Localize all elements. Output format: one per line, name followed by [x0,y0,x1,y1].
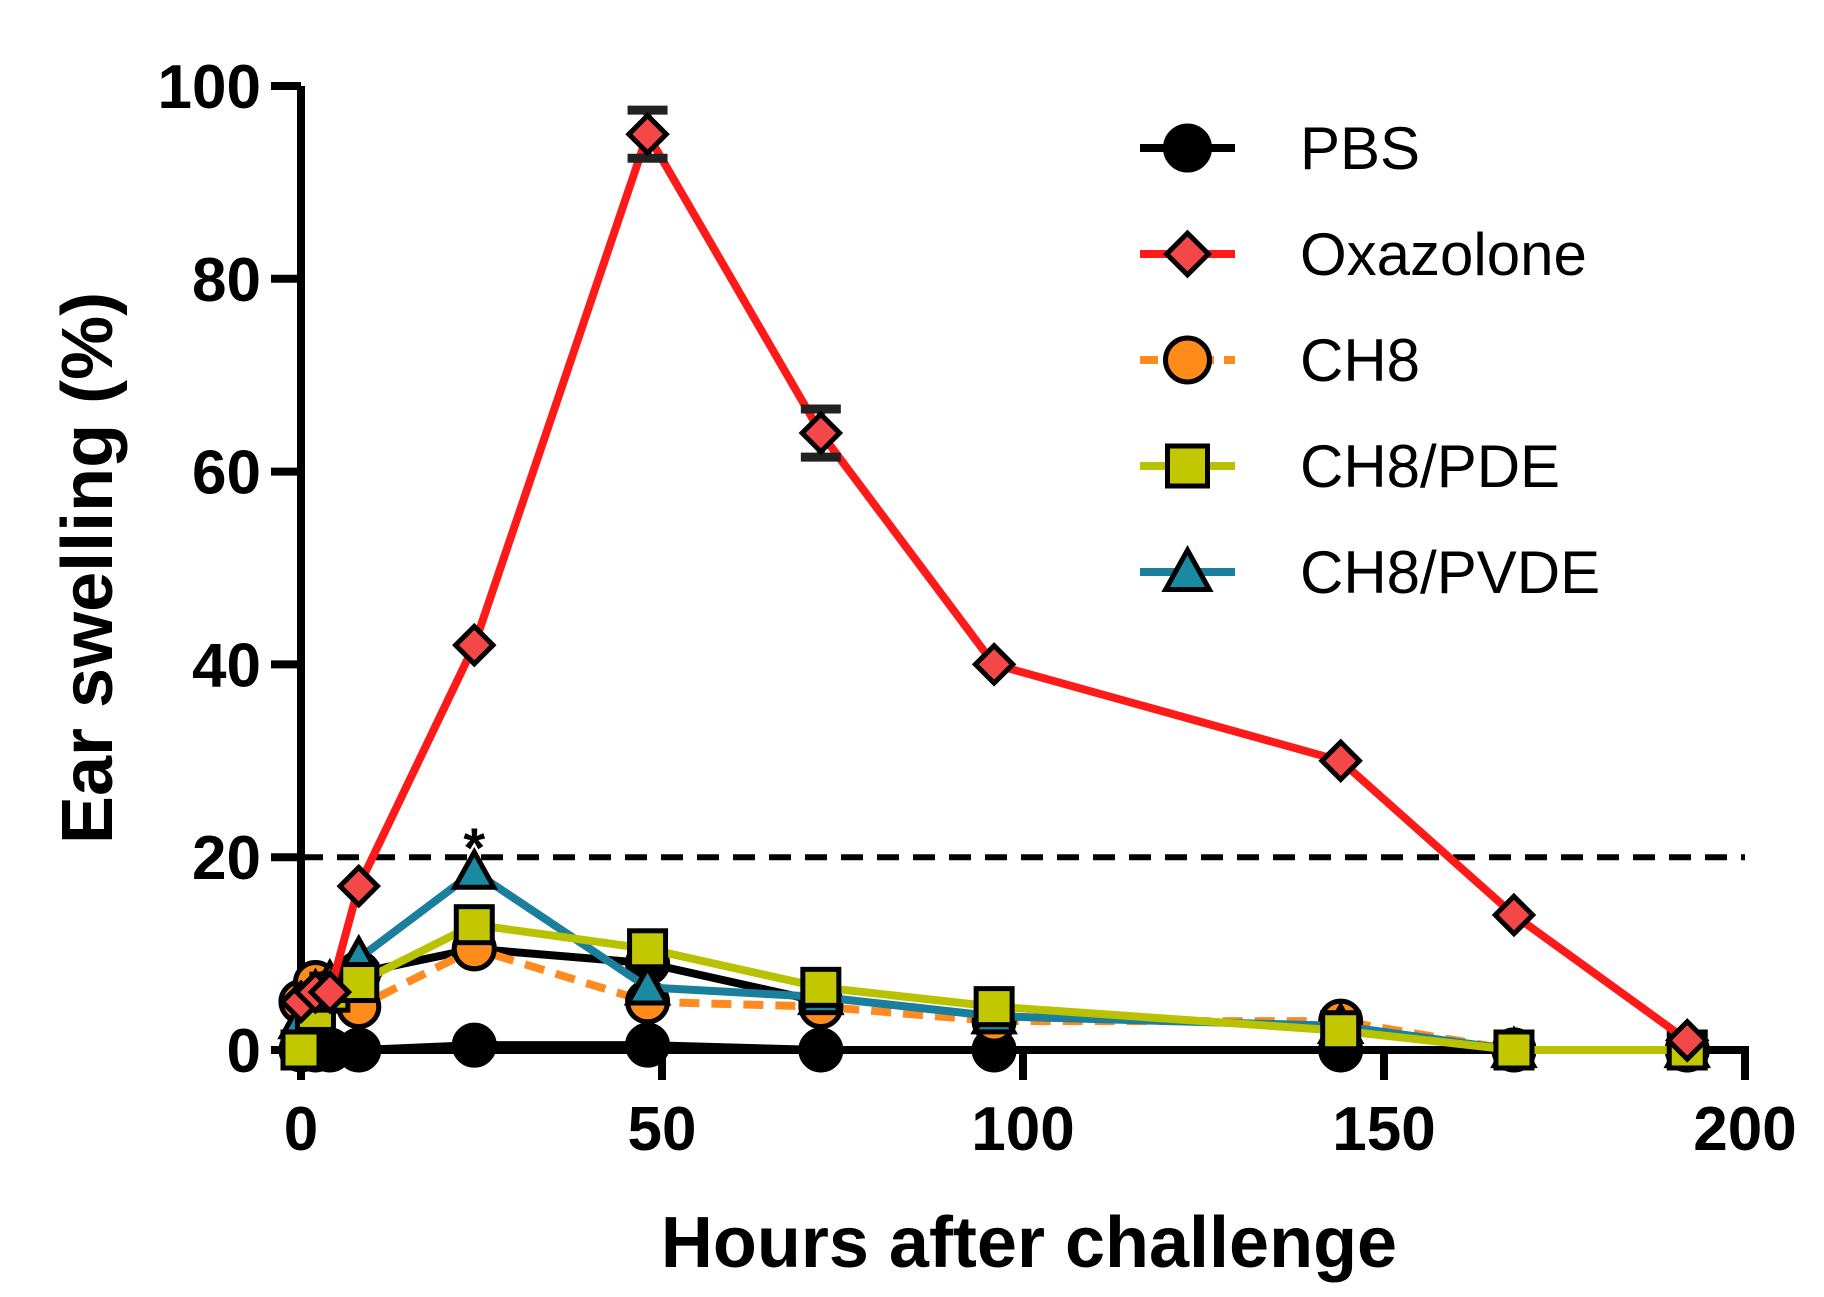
data-point-ch8-pde [453,904,495,946]
x-tick-label: 150 [1332,1095,1435,1164]
y-tick-label: 80 [192,246,261,315]
x-tick-label: 200 [1693,1095,1796,1164]
y-axis-title: Ear swelling (%) [48,292,128,844]
data-point-ch8-pde [627,928,669,970]
data-point-pbs [798,1027,844,1073]
data-point-pbs [336,1027,382,1073]
data-point-pbs [451,1022,497,1068]
y-tick-label: 0 [227,1017,261,1086]
data-point-oxazolone [452,622,497,668]
data-point-ch8-pde [280,1029,322,1071]
legend-item-ch8: CH8 [1140,327,1420,394]
x-tick-label: 100 [971,1095,1074,1164]
data-point-ch8-pvde [450,846,499,890]
x-tick-label: 50 [628,1095,697,1164]
data-point-oxazolone [625,111,670,157]
data-point-pbs [625,1022,671,1068]
legend-label-pbs: PBS [1300,115,1420,182]
legend-marker-ch8 [1163,335,1212,385]
data-point-oxazolone [336,863,381,909]
legend-marker-ch8-pvde [1161,545,1214,592]
y-tick-label: 60 [192,439,261,508]
axes: 0 20 40 60 80 100 0 50 100 150 200 [158,53,1797,1164]
legend-label-ch8-pvde: CH8/PVDE [1300,539,1600,606]
legend-item-oxazolone: Oxazolone [1140,221,1587,288]
series-oxazolone [278,105,1710,1063]
data-point-oxazolone [1491,892,1537,938]
y-tick-label: 40 [192,631,261,700]
legend-item-pbs: PBS [1140,115,1420,182]
data-point-oxazolone [798,410,844,456]
legend-label-ch8-pde: CH8/PDE [1300,433,1560,500]
legend-marker-pbs [1163,123,1212,173]
legend-item-ch8-pde: CH8/PDE [1140,433,1560,500]
x-axis-title: Hours after challenge [661,1203,1397,1283]
legend-label-oxazolone: Oxazolone [1300,221,1587,288]
annotation-layer: * [463,816,485,879]
y-tick-label: 20 [192,824,261,893]
data-point-ch8-pde [1493,1029,1535,1071]
legend-item-ch8-pvde: CH8/PVDE [1140,539,1600,606]
data-point-oxazolone [971,642,1017,687]
legend-label-ch8: CH8 [1300,327,1420,394]
data-point-ch8-pvde [623,962,672,1006]
legend-marker-oxazolone [1163,229,1212,279]
legend: PBS Oxazolone CH8 CH8/PDE CH8/PVDE [1140,115,1600,606]
data-point-oxazolone [1665,1018,1710,1063]
data-point-oxazolone [307,969,353,1015]
legend-marker-ch8-pde [1165,443,1210,489]
data-point-ch8-pde [800,966,842,1008]
significance-annotation: * [463,816,485,879]
data-point-ch8-pde [1320,1010,1362,1052]
data-point-oxazolone [1318,738,1363,784]
series-layer [277,105,1712,1073]
y-tick-label: 100 [158,53,261,122]
data-point-ch8-pde [973,986,1015,1028]
x-tick-label: 0 [284,1095,318,1164]
